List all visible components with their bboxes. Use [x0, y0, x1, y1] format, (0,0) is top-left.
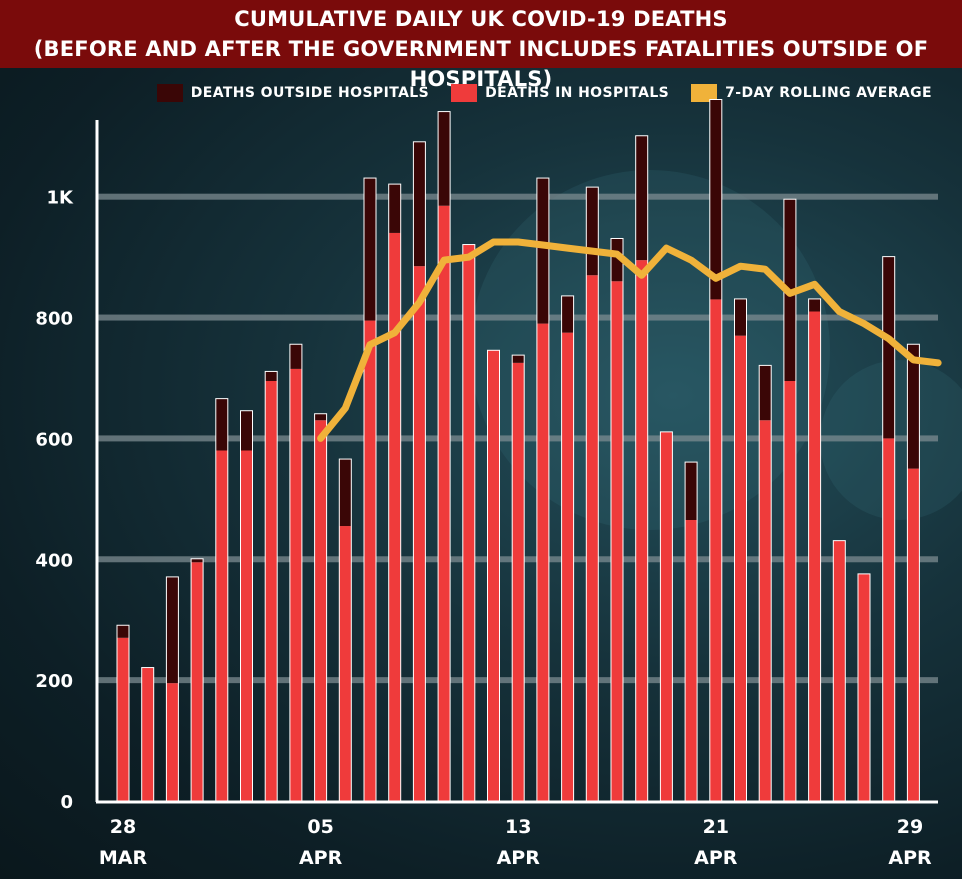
bar-hospitals — [265, 381, 277, 801]
bar-hospitals — [735, 335, 746, 801]
x-tick-labels: 28 MAR 05 APR 13 APR 21 APR 29 APR — [99, 816, 932, 869]
gridline — [97, 193, 938, 200]
bar-outside — [562, 296, 574, 333]
bar-outside — [636, 136, 648, 261]
bar-hospitals — [537, 323, 549, 801]
legend-label-hospitals: DEATHS IN HOSPITALS — [485, 85, 670, 101]
bar-outside — [809, 299, 821, 312]
bar-outside — [438, 112, 450, 206]
x-tick-month: APR — [497, 847, 541, 869]
bar-hospitals — [858, 574, 870, 801]
bar-hospitals — [488, 350, 499, 801]
bar-outside — [315, 414, 327, 421]
x-tick-day: 28 — [110, 816, 136, 838]
legend-swatch-hospitals — [451, 84, 478, 102]
bar-outside — [512, 355, 524, 363]
bar-hospitals — [586, 275, 598, 801]
x-tick-day: 05 — [307, 816, 333, 838]
bar-hospitals — [364, 320, 376, 801]
bar-hospitals — [611, 281, 623, 801]
bar-hospitals — [191, 562, 203, 801]
bar-outside — [586, 187, 598, 276]
bar-hospitals — [907, 468, 919, 801]
title-line-2: (BEFORE AND AFTER THE GOVERNMENT INCLUDE… — [33, 37, 929, 91]
y-tick-label: 600 — [35, 429, 73, 450]
legend: DEATHS OUTSIDE HOSPITALS DEATHS IN HOSPI… — [156, 84, 932, 102]
legend-item-hospitals: DEATHS IN HOSPITALS — [451, 84, 669, 102]
bar-outside — [685, 462, 697, 520]
legend-label-outside: DEATHS OUTSIDE HOSPITALS — [190, 85, 430, 101]
y-tick-label: 800 — [35, 309, 73, 330]
bar-outside — [364, 178, 376, 321]
bar-hospitals — [809, 311, 821, 801]
legend-label-average: 7-DAY ROLLING AVERAGE — [725, 85, 932, 101]
bar-hospitals — [784, 381, 796, 801]
bar-outside — [290, 344, 302, 369]
bar-hospitals — [883, 438, 895, 801]
bar-hospitals — [166, 683, 178, 801]
bar-hospitals — [685, 519, 697, 801]
bar-hospitals — [562, 332, 574, 801]
y-tick-label: 400 — [35, 550, 73, 571]
bar-hospitals — [512, 362, 524, 801]
bar-hospitals — [315, 420, 327, 801]
y-tick-label: 0 — [60, 792, 73, 813]
x-tick-month: APR — [299, 847, 343, 869]
bar-hospitals — [339, 526, 351, 801]
bar-outside — [759, 365, 771, 421]
legend-item-outside: DEATHS OUTSIDE HOSPITALS — [156, 84, 430, 102]
bar-hospitals — [438, 205, 450, 802]
x-tick-month: APR — [694, 847, 738, 869]
bar-hospitals — [241, 450, 252, 801]
legend-swatch-average — [691, 84, 718, 102]
bar-outside — [907, 344, 919, 469]
bar-outside — [883, 257, 895, 439]
bar-outside — [339, 459, 351, 527]
x-tick-day: 21 — [703, 816, 729, 838]
bar-outside — [735, 299, 746, 336]
bar-hospitals — [636, 260, 648, 802]
bar-hospitals — [833, 541, 845, 801]
x-tick-month: APR — [888, 847, 932, 869]
bar-outside — [241, 411, 252, 451]
rolling-average-line — [317, 238, 942, 442]
title-line-1: CUMULATIVE DAILY UK COVID-19 DEATHS — [234, 7, 728, 31]
y-tick-labels: 0 200 400 600 800 1K — [35, 188, 74, 813]
bar-hospitals — [463, 245, 475, 801]
bar-outside — [413, 142, 425, 267]
bar-outside — [117, 625, 129, 638]
bar-outside — [166, 577, 178, 684]
bar-hospitals — [117, 637, 129, 801]
bar-outside — [611, 238, 623, 282]
bar-outside — [265, 371, 277, 382]
legend-swatch-outside — [156, 84, 183, 102]
bar-hospitals — [660, 432, 672, 801]
bar-outside — [537, 178, 549, 324]
bar-outside — [389, 184, 401, 233]
chart-title: CUMULATIVE DAILY UK COVID-19 DEATHS (BEF… — [0, 0, 962, 91]
bar-hospitals — [142, 668, 154, 801]
bar-outside — [191, 559, 203, 563]
bar-hospitals — [216, 450, 228, 801]
axes — [95, 120, 938, 804]
bar-hospitals — [413, 266, 425, 802]
x-tick-month: MAR — [99, 847, 148, 869]
bars — [116, 99, 920, 802]
y-tick-label: 200 — [35, 671, 73, 692]
bar-hospitals — [389, 232, 401, 802]
bar-hospitals — [759, 420, 771, 801]
y-tick-label: 1K — [47, 188, 75, 209]
bar-hospitals — [290, 368, 302, 801]
legend-item-average: 7-DAY ROLLING AVERAGE — [691, 84, 932, 102]
x-tick-day: 29 — [897, 816, 923, 838]
gridline — [97, 314, 938, 321]
bar-outside — [710, 100, 722, 300]
rolling-average-polyline — [317, 238, 942, 442]
bar-outside — [216, 399, 228, 451]
x-tick-day: 13 — [505, 816, 531, 838]
bar-hospitals — [710, 299, 722, 801]
